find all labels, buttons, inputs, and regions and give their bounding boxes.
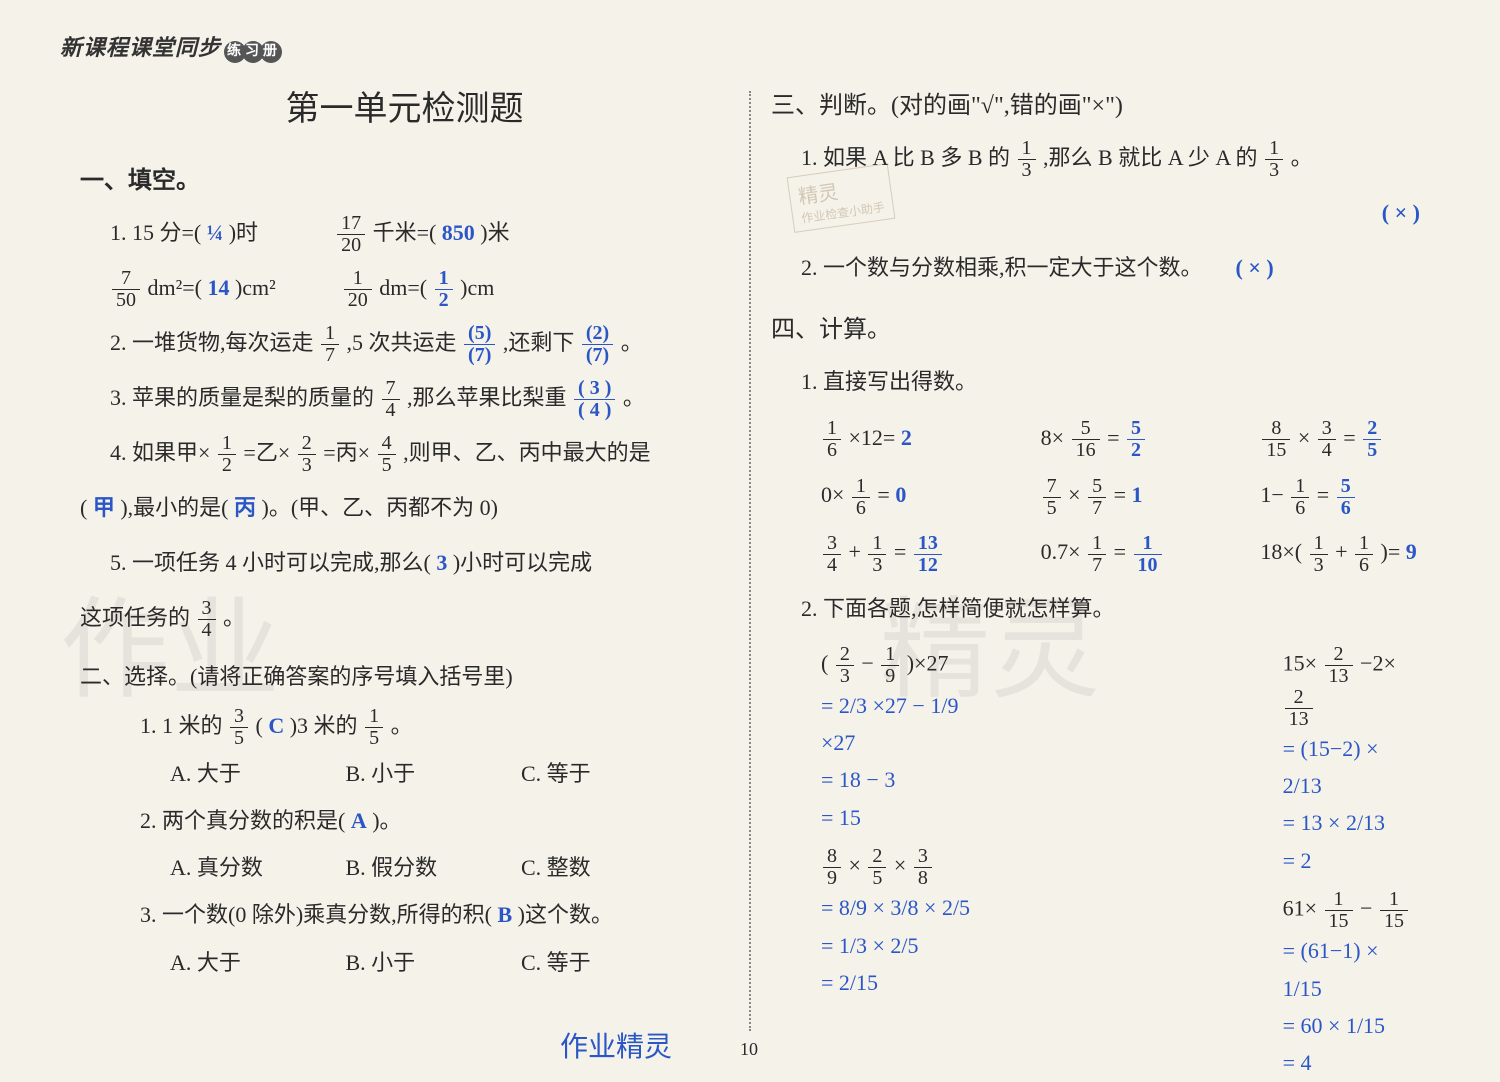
workC: = 8/9 × 3/8 × 2/5 = 1/3 × 2/5 = 2/15 xyxy=(821,889,983,1001)
workB: = (15−2) × 2/13 = 13 × 2/13 = 2 xyxy=(1283,730,1420,880)
q5-line1: 5. 一项任务 4 小时可以完成,那么( 3 )小时可以完成 xyxy=(110,535,729,590)
q3: 3. 苹果的质量是梨的质量的 74 ,那么苹果比梨重 ( 3 )( 4 ) 。 xyxy=(110,370,729,425)
q1a-pre: 1. 15 分=( xyxy=(110,220,201,245)
q1-line2: 750 dm²=( 14 )cm² 120 dm=( 12 )cm xyxy=(110,260,729,315)
sec4-head: 四、计算。 xyxy=(771,309,1420,344)
sec3-head: 三、判断。(对的画"√",错的画"×") xyxy=(771,85,1420,120)
brand-header: 新课程课堂同步 练习册 xyxy=(60,30,1440,63)
q4-line2: ( 甲 ),最小的是( 丙 )。(甲、乙、丙都不为 0) xyxy=(80,480,729,535)
s2q1: 1. 1 米的 35 ( C )3 米的 15 。 xyxy=(140,701,729,752)
q1b-post: )米 xyxy=(480,220,509,245)
workA: = 2/3 ×27 − 1/9 ×27 = 18 − 3 = 15 xyxy=(821,687,983,837)
unit-title: 第一单元检测题 xyxy=(80,81,729,130)
q2: 2. 一堆货物,每次运走 17 ,5 次共运走 (5)(7) ,还剩下 (2)(… xyxy=(110,315,729,370)
work-row1: ( 23 − 19 )×27 = 2/3 ×27 − 1/9 ×27 = 18 … xyxy=(821,644,1420,1082)
probB: 15× 213 −2× 213 = (15−2) × 2/13 = 13 × 2… xyxy=(1283,644,1420,1082)
q1b-pre: 千米=( xyxy=(373,220,437,245)
sec1-head: 一、填空。 xyxy=(80,160,729,195)
sec4-sub1: 1. 直接写出得数。 xyxy=(801,354,1420,409)
q1c-post: )cm² xyxy=(235,275,276,300)
worksheet-page: 新课程课堂同步 练习册 作业 精灵 精灵 作业检查小助手 第一单元检测题 一、填… xyxy=(0,0,1500,1080)
s2q3: 3. 一个数(0 除外)乘真分数,所得的积( B )这个数。 xyxy=(140,890,729,941)
calc-row1: 16 ×12= 2 8× 516 = 52 815 × 34 = 25 xyxy=(821,409,1420,466)
q1-line1: 1. 15 分=( ¼ )时 1720 千米=( 850 )米 xyxy=(110,205,729,260)
q1d-frac: 120 xyxy=(344,268,372,311)
probA: ( 23 − 19 )×27 = 2/3 ×27 − 1/9 ×27 = 18 … xyxy=(821,644,983,1082)
brand-text: 新课程课堂同步 xyxy=(60,35,221,60)
q1b-frac: 1720 xyxy=(337,213,365,256)
q5-line2: 这项任务的 34 。 xyxy=(80,590,729,645)
q1d-ans: 12 xyxy=(435,268,453,311)
calc-row2: 0× 16 = 0 75 × 57 = 1 1− 16 = 56 xyxy=(821,466,1420,523)
footer-handwrite: 作业精灵 xyxy=(560,1025,672,1065)
right-column: 三、判断。(对的画"√",错的画"×") 1. 如果 A 比 B 多 B 的 1… xyxy=(751,71,1440,1071)
page-number: 10 xyxy=(740,1039,758,1060)
s2q2-opts: A. 真分数 B. 假分数 C. 整数 xyxy=(170,846,729,890)
badge-3: 册 xyxy=(260,41,282,63)
q1c-ans: 14 xyxy=(207,275,229,300)
q4-line1: 4. 如果甲× 12 =乙× 23 =丙× 45 ,则甲、乙、丙中最大的是 xyxy=(110,425,729,480)
sec4-sub2: 2. 下面各题,怎样简便就怎样算。 xyxy=(801,581,1420,636)
s3q2: 2. 一个数与分数相乘,积一定大于这个数。 ( × ) xyxy=(801,240,1420,295)
s3q1: 1. 如果 A 比 B 多 B 的 13 ,那么 B 就比 A 少 A 的 13… xyxy=(801,130,1420,185)
calc-row3: 34 + 13 = 1312 0.7× 17 = 110 18×( 13 + 1… xyxy=(821,523,1420,580)
q1d-mid: dm=( xyxy=(379,275,427,300)
q1c-frac: 750 xyxy=(112,268,140,311)
q1c-mid: dm²=( xyxy=(148,275,202,300)
content-columns: 第一单元检测题 一、填空。 1. 15 分=( ¼ )时 1720 千米=( 8… xyxy=(60,71,1440,1071)
q1b-ans: 850 xyxy=(442,220,475,245)
brand-badges: 练习册 xyxy=(228,35,282,60)
workD: = (61−1) × 1/15 = 60 × 1/15 = 4 xyxy=(1283,932,1420,1082)
s3q1-mark: ( × ) xyxy=(801,185,1420,240)
s2q1-opts: A. 大于 B. 小于 C. 等于 xyxy=(170,752,729,796)
left-column: 第一单元检测题 一、填空。 1. 15 分=( ¼ )时 1720 千米=( 8… xyxy=(60,71,749,1071)
q1a-ans: ¼ xyxy=(207,220,224,245)
q1a-post: )时 xyxy=(229,220,258,245)
s2q3-opts: A. 大于 B. 小于 C. 等于 xyxy=(170,941,729,985)
sec2-head: 二、选择。(请将正确答案的序号填入括号里) xyxy=(80,659,729,691)
q1d-post: )cm xyxy=(460,275,494,300)
s2q2: 2. 两个真分数的积是( A )。 xyxy=(140,796,729,847)
